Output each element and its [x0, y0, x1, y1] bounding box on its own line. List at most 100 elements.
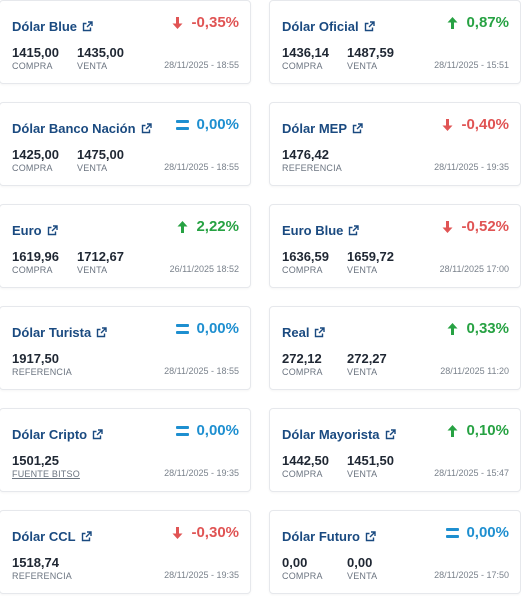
change-indicator: 2,22% — [176, 218, 239, 235]
value-number: 1518,74 — [12, 555, 59, 570]
value-number: 1636,59 — [282, 249, 329, 264]
value-compra: 1436,14 COMPRA — [282, 45, 329, 72]
change-percent: 0,10% — [466, 422, 509, 439]
card-title: Euro Blue — [282, 223, 344, 238]
external-link-icon[interactable] — [348, 225, 360, 236]
change-indicator: -0,35% — [171, 14, 239, 31]
value-number: 1917,50 — [12, 351, 59, 366]
external-link-icon[interactable] — [96, 327, 107, 338]
value-venta: 1435,00 VENTA — [77, 45, 124, 72]
card-title-link[interactable]: Real — [282, 325, 326, 340]
quote-card-dolar-cripto: Dólar Cripto 0,00% 1501,25 FUENTE BITSO … — [0, 408, 251, 492]
quote-card-dolar-futuro: Dólar Futuro 0,00% 0,00 COMPRA 0,00 VENT… — [269, 510, 521, 594]
quote-card-euro-blue: Euro Blue -0,52% 1636,59 COMPRA 1659,72 … — [269, 204, 521, 288]
change-percent: -0,35% — [191, 14, 239, 31]
value-number: 1659,72 — [347, 249, 394, 264]
update-timestamp: 28/11/2025 - 15:47 — [434, 468, 509, 478]
arrow-down-icon — [171, 526, 184, 540]
card-title-link[interactable]: Dólar Mayorista — [282, 427, 396, 442]
equals-icon — [176, 323, 190, 334]
external-link-icon[interactable] — [385, 429, 396, 440]
change-indicator: -0,52% — [441, 218, 509, 235]
value-label: COMPRA — [282, 571, 323, 581]
quote-card-dolar-turista: Dólar Turista 0,00% 1917,50 REFERENCIA 2… — [0, 306, 251, 390]
value-number: 1425,00 — [12, 147, 59, 162]
change-indicator: -0,30% — [171, 524, 239, 541]
value-label: COMPRA — [282, 265, 323, 275]
external-link-icon[interactable] — [352, 123, 363, 134]
source-bitso-link[interactable]: FUENTE BITSO — [12, 469, 80, 479]
value-number: 1476,42 — [282, 147, 329, 162]
external-link-icon[interactable] — [365, 531, 376, 542]
change-percent: 0,33% — [466, 320, 509, 337]
card-title: Dólar Blue — [12, 19, 78, 34]
value-label: VENTA — [347, 469, 378, 479]
quote-card-dolar-mep: Dólar MEP -0,40% 1476,42 REFERENCIA 28/1… — [269, 102, 521, 186]
card-title: Dólar Mayorista — [282, 427, 380, 442]
card-title-link[interactable]: Dólar Blue — [12, 19, 93, 34]
value-label: VENTA — [347, 571, 378, 581]
card-title-link[interactable]: Dólar CCL — [12, 529, 92, 544]
value-venta: 1659,72 VENTA — [347, 249, 394, 276]
update-timestamp: 28/11/2025 - 19:35 — [434, 162, 509, 172]
external-link-icon[interactable] — [47, 225, 58, 236]
arrow-up-icon — [446, 16, 459, 30]
quote-card-real: Real 0,33% 272,12 COMPRA 272,27 VENTA 28… — [269, 306, 521, 390]
card-title: Dólar Turista — [12, 325, 92, 340]
change-percent: 2,22% — [196, 218, 239, 235]
change-percent: -0,40% — [461, 116, 509, 133]
change-percent: -0,30% — [191, 524, 239, 541]
card-title: Dólar Oficial — [282, 19, 359, 34]
value-label: COMPRA — [12, 61, 53, 71]
value-venta: 1475,00 VENTA — [77, 147, 124, 174]
value-label: COMPRA — [282, 367, 323, 377]
value-compra: 1636,59 COMPRA — [282, 249, 329, 276]
quote-card-dolar-oficial: Dólar Oficial 0,87% 1436,14 COMPRA 1487,… — [269, 0, 521, 84]
card-title-link[interactable]: Dólar Oficial — [282, 19, 375, 34]
card-title-link[interactable]: Dólar Banco Nación — [12, 121, 152, 136]
value-label: VENTA — [347, 367, 378, 377]
value-label: REFERENCIA — [12, 367, 73, 377]
change-indicator: 0,00% — [176, 422, 239, 439]
change-indicator: 0,00% — [446, 524, 509, 541]
external-link-icon[interactable] — [81, 531, 92, 542]
value-referencia: 1476,42 REFERENCIA — [282, 147, 342, 174]
value-number: 1712,67 — [77, 249, 124, 264]
value-number: 1436,14 — [282, 45, 329, 60]
card-title: Dólar Cripto — [12, 427, 88, 442]
arrow-up-icon — [176, 220, 189, 234]
quote-card-dolar-ccl: Dólar CCL -0,30% 1518,74 REFERENCIA 28/1… — [0, 510, 251, 594]
value-number: 1475,00 — [77, 147, 124, 162]
card-title-link[interactable]: Dólar Turista — [12, 325, 107, 340]
value-label: COMPRA — [282, 61, 323, 71]
change-percent: -0,52% — [461, 218, 509, 235]
card-title: Dólar Banco Nación — [12, 121, 136, 136]
change-percent: 0,00% — [196, 422, 239, 439]
quote-card-euro: Euro 2,22% 1619,96 COMPRA 1712,67 VENTA … — [0, 204, 251, 288]
external-link-icon[interactable] — [314, 327, 326, 338]
card-title: Dólar CCL — [12, 529, 76, 544]
card-title-link[interactable]: Euro Blue — [282, 223, 360, 238]
external-link-icon[interactable] — [82, 21, 93, 32]
card-title: Euro — [12, 223, 42, 238]
value-number: 272,12 — [282, 351, 322, 366]
value-number: 1435,00 — [77, 45, 124, 60]
card-title-link[interactable]: Dólar Futuro — [282, 529, 376, 544]
value-label: VENTA — [77, 61, 108, 71]
external-link-icon[interactable] — [364, 21, 375, 32]
equals-icon — [176, 119, 190, 130]
change-percent: 0,87% — [466, 14, 509, 31]
update-timestamp: 28/11/2025 - 15:51 — [434, 60, 509, 70]
value-compra: 272,12 COMPRA — [282, 351, 323, 378]
card-title-link[interactable]: Dólar MEP — [282, 121, 363, 136]
external-link-icon[interactable] — [141, 123, 152, 134]
value-referencia: 1917,50 REFERENCIA — [12, 351, 72, 378]
card-title-link[interactable]: Euro — [12, 223, 58, 238]
arrow-down-icon — [171, 16, 184, 30]
equals-icon — [446, 527, 460, 538]
value-number: 1415,00 — [12, 45, 59, 60]
value-compra: 0,00 COMPRA — [282, 555, 323, 582]
update-timestamp: 28/11/2025 - 17:50 — [434, 570, 509, 580]
card-title-link[interactable]: Dólar Cripto — [12, 427, 103, 442]
external-link-icon[interactable] — [92, 429, 103, 440]
